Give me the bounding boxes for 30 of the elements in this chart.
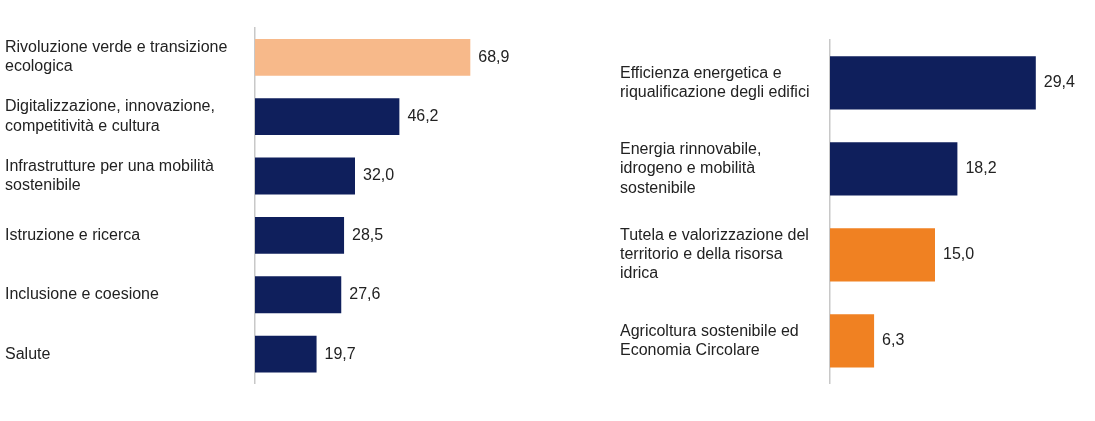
bar: [255, 157, 355, 195]
bar: [255, 38, 471, 76]
y-tick-label: Salute: [5, 344, 51, 362]
data-label: 29,4: [1043, 73, 1076, 91]
data-label: 27,6: [349, 285, 381, 303]
bar: [830, 56, 1036, 110]
bar: [830, 142, 958, 196]
data-label: 19,7: [324, 344, 356, 362]
y-tick-label: Agricoltura sostenibile ed Economia Circolare: [620, 321, 799, 358]
data-label: 46,2: [407, 107, 439, 125]
y-tick-label: Infrastrutture per una mobilità sostenibile: [5, 156, 215, 194]
y-tick-label: Efficienza energetica e riqualificazione degli edifici: [620, 63, 810, 100]
data-label: 28,5: [352, 225, 384, 243]
data-label: 32,0: [363, 166, 395, 184]
y-tick-label: Tutela e valorizzazione del territorio e della risorsa idrica: [620, 226, 809, 282]
y-tick-label: Inclusione e coesione: [5, 285, 159, 303]
bar: [830, 228, 935, 282]
data-label: 6,3: [882, 331, 905, 349]
bar: [830, 314, 875, 368]
bar: [255, 98, 400, 136]
y-tick-label: Istruzione e ricerca: [5, 225, 141, 243]
bar: [255, 335, 317, 373]
bar: [255, 276, 342, 314]
data-label: 15,0: [943, 245, 975, 263]
y-tick-label: Energia rinnovabile, idrogeno e mobilità sostenibile: [620, 140, 762, 196]
y-tick-label: Digitalizzazione, innovazione, competitività e cultura: [5, 97, 215, 134]
bar: [255, 216, 345, 254]
data-label: 18,2: [965, 159, 997, 177]
data-label: 68,9: [478, 47, 510, 65]
y-tick-label: Rivoluzione verde e transizione ecologica: [5, 38, 228, 75]
